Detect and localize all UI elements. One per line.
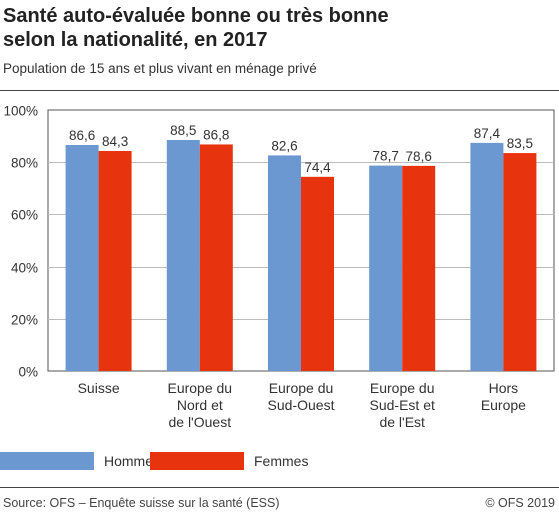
- y-tick-label: 0%: [18, 365, 38, 380]
- bar-hommes: [470, 142, 504, 371]
- data-label: 83,5: [507, 136, 533, 151]
- y-tick-label: 40%: [11, 261, 38, 276]
- legend-swatch-femmes: [150, 452, 244, 470]
- data-label: 82,6: [271, 138, 297, 153]
- data-label: 74,4: [304, 160, 331, 175]
- legend-item-hommes: Hommes: [0, 450, 160, 472]
- bar-hommes: [369, 165, 403, 371]
- legend-label-femmes: Femmes: [254, 453, 309, 469]
- legend-swatch-hommes: [0, 452, 94, 470]
- bar-femmes: [301, 176, 334, 371]
- data-label: 84,3: [102, 134, 128, 149]
- top-divider: [0, 90, 559, 91]
- data-label: 86,8: [203, 127, 229, 142]
- data-label: 78,7: [373, 149, 399, 164]
- x-category-label: Suisse: [78, 380, 120, 396]
- y-tick-label: 100%: [3, 104, 38, 119]
- x-category-label: Europe du: [167, 380, 232, 396]
- chart-subtitle: Population de 15 ans et plus vivant en m…: [3, 61, 317, 76]
- bottom-divider: [0, 487, 559, 488]
- x-category-label: de l'Est: [379, 414, 425, 430]
- bar-femmes: [199, 144, 233, 371]
- bar-hommes: [166, 140, 200, 371]
- x-category-label: Europe: [481, 397, 526, 413]
- bar-femmes: [98, 150, 132, 371]
- source-note: Source: OFS – Enquête suisse sur la sant…: [3, 496, 280, 510]
- chart-title: Santé auto-évaluée bonne ou très bonne s…: [3, 4, 553, 52]
- data-label: 78,6: [406, 149, 432, 164]
- bar-hommes: [65, 144, 99, 371]
- chart-title-line-2: selon la nationalité, en 2017: [3, 29, 268, 51]
- bar-femmes: [402, 165, 436, 371]
- data-label: 88,5: [170, 123, 196, 138]
- data-label: 86,6: [69, 128, 95, 143]
- footer: Source: OFS – Enquête suisse sur la sant…: [3, 496, 555, 510]
- data-label: 87,4: [474, 126, 501, 141]
- x-category-label: Europe du: [370, 380, 435, 396]
- legend-item-femmes: Femmes: [150, 450, 308, 472]
- x-category-label: Hors: [489, 380, 519, 396]
- y-tick-label: 80%: [11, 156, 38, 171]
- chart-legend: Hommes Femmes: [0, 450, 559, 472]
- x-category-label: Nord et: [177, 397, 223, 413]
- x-category-label: Europe du: [269, 380, 334, 396]
- copyright-note: © OFS 2019: [485, 496, 555, 510]
- x-category-label: Sud-Est et: [370, 397, 435, 413]
- bar-hommes: [268, 155, 301, 371]
- chart-title-line-1: Santé auto-évaluée bonne ou très bonne: [3, 5, 389, 27]
- bar-femmes: [503, 153, 537, 371]
- y-tick-label: 20%: [11, 313, 38, 328]
- x-category-label: Sud-Ouest: [268, 397, 335, 413]
- y-tick-label: 60%: [11, 208, 38, 223]
- x-category-label: de l'Ouest: [168, 414, 231, 430]
- bar-chart: 0% 20% 40% 60% 80% 100% 86,6 88,5 82,6 78,7 87,4 84…: [3, 104, 555, 430]
- legend-label-hommes: Hommes: [104, 453, 161, 469]
